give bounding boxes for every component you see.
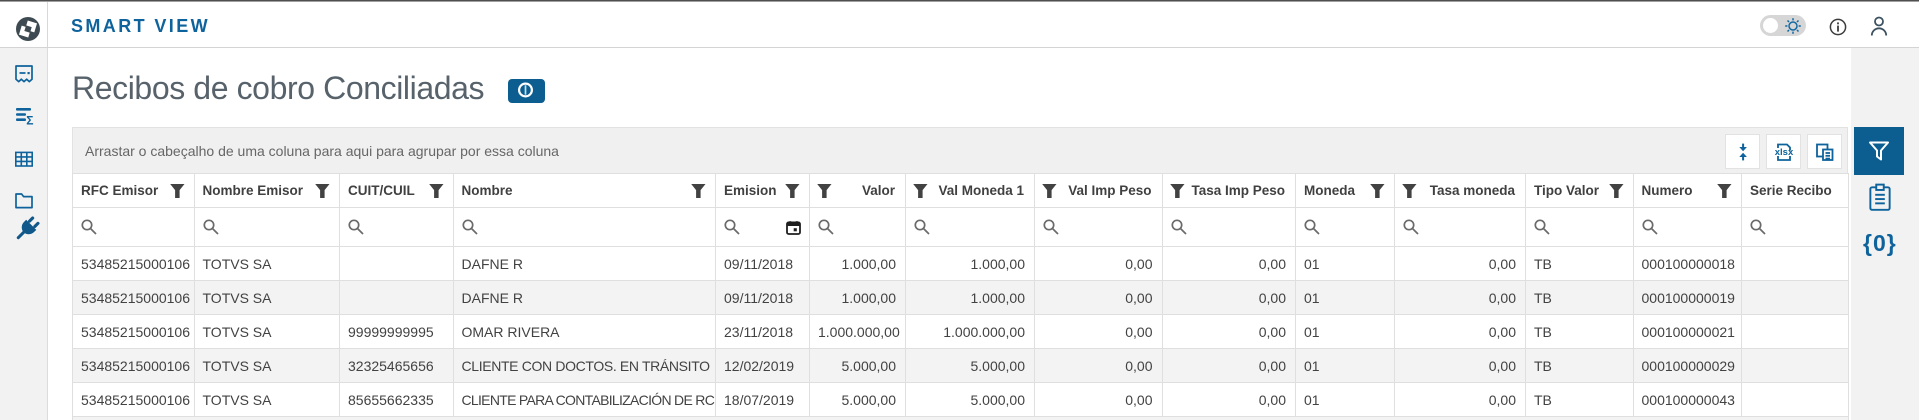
svg-text:Σ: Σ: [26, 114, 33, 127]
svg-text:xlsx: xlsx: [1774, 147, 1793, 158]
